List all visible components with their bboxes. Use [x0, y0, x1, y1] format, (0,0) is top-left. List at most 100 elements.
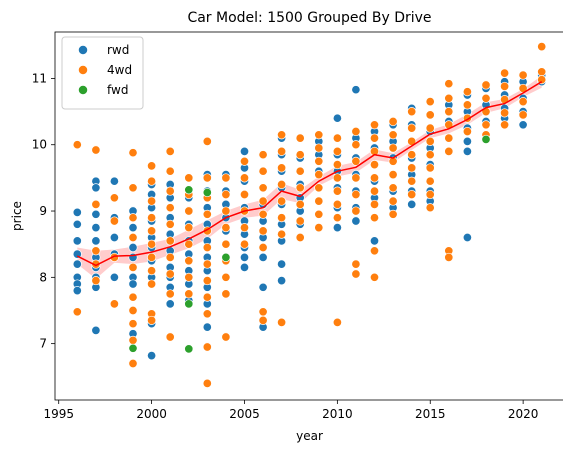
data-point-4wd: [314, 209, 324, 219]
data-point-rwd: [109, 232, 119, 243]
data-point-4wd: [295, 150, 305, 160]
data-point-4wd: [147, 213, 157, 223]
data-point-4wd: [147, 161, 157, 171]
data-point-4wd: [369, 120, 380, 130]
data-point-4wd: [239, 156, 250, 166]
data-point-4wd: [295, 232, 305, 243]
data-point-4wd: [277, 130, 287, 140]
data-point-4wd: [295, 133, 305, 143]
data-point-4wd: [221, 173, 231, 183]
data-point-rwd: [72, 259, 82, 269]
data-point-4wd: [388, 143, 398, 153]
data-point-rwd: [109, 272, 119, 282]
data-point-4wd: [72, 307, 82, 317]
data-point-rwd: [91, 209, 101, 219]
data-point-4wd: [221, 332, 231, 342]
data-point-4wd: [295, 166, 305, 176]
data-point-4wd: [332, 160, 342, 170]
data-point-4wd: [500, 108, 510, 118]
data-point-4wd: [407, 150, 417, 160]
data-point-4wd: [351, 126, 361, 137]
data-point-rwd: [258, 282, 268, 292]
data-point-4wd: [332, 317, 342, 327]
data-point-4wd: [500, 81, 510, 91]
data-point-4wd: [369, 246, 380, 256]
data-point-rwd: [277, 259, 287, 269]
data-point-4wd: [369, 213, 380, 223]
legend: rwd 4wd fwd: [61, 36, 144, 110]
data-point-4wd: [425, 136, 435, 146]
data-point-rwd: [462, 146, 472, 156]
data-point-4wd: [202, 378, 212, 388]
data-point-rwd: [202, 322, 212, 332]
data-point-4wd: [221, 223, 231, 233]
data-point-4wd: [202, 242, 212, 253]
data-point-rwd: [518, 120, 528, 130]
data-point-4wd: [277, 179, 287, 190]
data-point-4wd: [444, 93, 454, 103]
data-point-4wd: [388, 130, 398, 140]
data-point-fwd: [184, 344, 194, 354]
data-point-4wd: [295, 183, 305, 193]
y-axis-label: price: [10, 201, 24, 231]
legend-marker-rwd: [78, 45, 88, 55]
data-point-4wd: [165, 269, 175, 279]
data-point-4wd: [444, 146, 454, 156]
data-point-4wd: [128, 319, 138, 329]
data-point-4wd: [109, 299, 119, 309]
legend-label-fwd: fwd: [107, 83, 128, 97]
data-point-4wd: [221, 239, 231, 249]
data-point-4wd: [109, 193, 119, 203]
data-point-rwd: [128, 223, 138, 233]
x-tick-label: 2015: [415, 407, 446, 421]
data-point-4wd: [184, 256, 194, 266]
data-point-4wd: [314, 223, 324, 233]
data-point-4wd: [184, 289, 194, 299]
data-point-rwd: [462, 136, 472, 146]
data-point-4wd: [258, 166, 268, 176]
data-point-rwd: [351, 216, 361, 226]
data-point-fwd: [481, 134, 491, 144]
data-point-4wd: [351, 156, 361, 166]
data-point-4wd: [388, 196, 398, 206]
data-point-4wd: [221, 289, 231, 299]
data-point-4wd: [221, 206, 231, 216]
data-point-4wd: [388, 170, 398, 180]
data-point-4wd: [202, 136, 212, 146]
data-point-4wd: [147, 252, 157, 262]
data-point-4wd: [537, 42, 547, 52]
data-point-4wd: [258, 209, 268, 219]
data-point-4wd: [258, 315, 268, 325]
y-axis: 7 8 9 10 11: [32, 71, 55, 351]
x-tick-label: 2010: [322, 407, 353, 421]
data-point-4wd: [332, 146, 342, 156]
y-tick-label: 7: [39, 337, 47, 351]
data-point-4wd: [147, 279, 157, 289]
data-point-4wd: [128, 232, 138, 243]
data-point-4wd: [165, 186, 175, 196]
data-point-4wd: [332, 213, 342, 223]
data-point-4wd: [481, 120, 491, 130]
data-point-4wd: [128, 305, 138, 316]
data-point-4wd: [407, 123, 417, 133]
confidence-band: [77, 75, 542, 279]
data-point-rwd: [239, 262, 250, 272]
data-point-4wd: [239, 223, 250, 233]
data-point-4wd: [500, 120, 510, 130]
legend-label-4wd: 4wd: [107, 63, 132, 77]
data-point-4wd: [277, 196, 287, 206]
data-point-4wd: [462, 87, 472, 97]
data-point-4wd: [314, 183, 324, 193]
data-point-4wd: [147, 315, 157, 325]
data-point-4wd: [332, 199, 342, 209]
data-point-4wd: [425, 150, 435, 160]
legend-items: rwd 4wd fwd: [78, 43, 132, 97]
data-point-4wd: [221, 272, 231, 282]
data-point-4wd: [277, 146, 287, 156]
data-point-rwd: [91, 183, 101, 193]
data-point-fwd: [221, 252, 231, 262]
data-point-4wd: [202, 259, 212, 269]
data-point-4wd: [369, 186, 380, 196]
data-point-4wd: [147, 176, 157, 186]
